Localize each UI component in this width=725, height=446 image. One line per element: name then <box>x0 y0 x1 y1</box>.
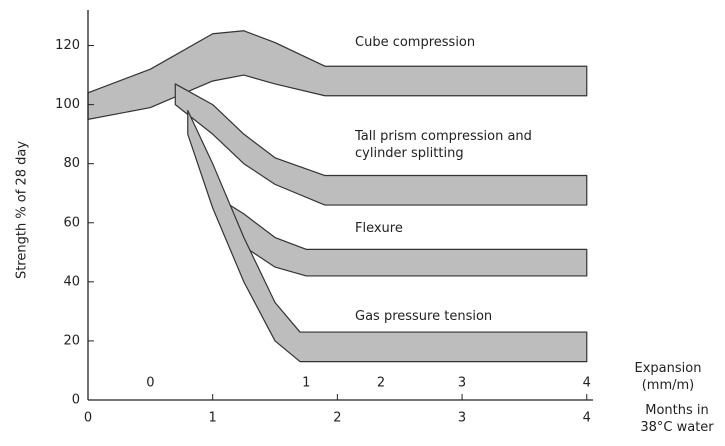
y-tick-label: 40 <box>63 274 80 289</box>
x2-tick-label: 0 <box>146 376 154 391</box>
x2-tick-label: 3 <box>458 376 466 391</box>
x-tick-label: 3 <box>458 411 466 426</box>
y-tick-label: 60 <box>63 215 80 230</box>
band <box>187 109 588 363</box>
x-tick-label: 4 <box>583 411 591 426</box>
x2-tick-label: 1 <box>302 376 310 391</box>
x-axis-label: Months in 38°C water <box>640 403 714 435</box>
y-tick-label: 0 <box>72 393 80 408</box>
x-tick-label: 2 <box>333 411 341 426</box>
band-label: Gas pressure tension <box>355 309 493 324</box>
band <box>87 30 588 120</box>
y-axis-label: Strength % of 28 day <box>15 141 30 279</box>
band-label: Cube compression <box>355 35 476 50</box>
band-label: Tall prism compression and cylinder spli… <box>355 129 532 161</box>
x-tick-label: 0 <box>84 411 92 426</box>
band <box>174 83 588 206</box>
band-label: Flexure <box>355 221 403 236</box>
y-tick-label: 100 <box>55 97 80 112</box>
y-tick-label: 120 <box>55 38 80 53</box>
band <box>224 201 588 277</box>
y-tick-label: 20 <box>63 333 80 348</box>
x2-tick-label: 4 <box>583 376 591 391</box>
x2-tick-label: 2 <box>377 376 385 391</box>
x-tick-label: 1 <box>209 411 217 426</box>
y-tick-label: 80 <box>63 156 80 171</box>
x2-axis-label: Expansion (mm/m) <box>634 361 702 393</box>
